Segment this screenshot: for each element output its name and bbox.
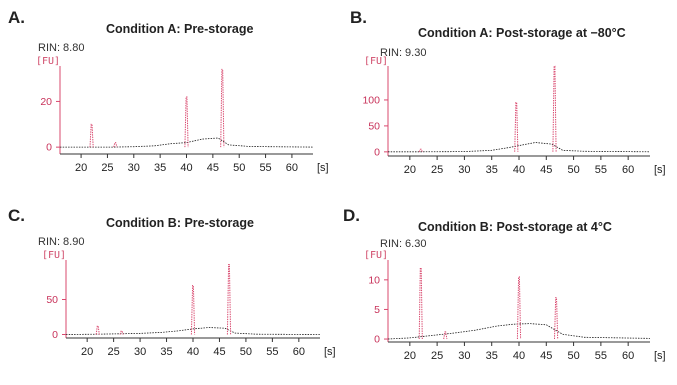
x-tick-label: 25 [108,346,120,358]
panel-letter: A. [8,8,25,27]
x-tick-label: 35 [486,350,498,362]
x-tick-label: 50 [567,164,579,176]
y-axis-label: [FU] [364,56,388,67]
x-tick-label: 30 [134,346,146,358]
electropherogram-b: [FU] 0 50 100 20 25 30 35 40 45 50 55 60 [s] [362,56,666,176]
panel-c: C. Condition B: Pre-storage RIN: 8.90 [F… [8,200,336,385]
x-tick-label: 60 [622,350,634,362]
y-tick-label: 0 [46,142,52,154]
x-axis-unit: [s] [324,346,336,358]
x-tick-label: 60 [622,164,634,176]
electropherogram-c: [FU] 0 50 20 25 30 35 40 45 50 55 60 [s] [42,250,336,358]
rin-value: RIN: 9.30 [380,47,427,59]
x-tick-label: 25 [431,350,443,362]
y-tick-label: 50 [368,120,380,132]
y-axis-label: [FU] [42,250,66,261]
peak [554,297,559,340]
rin-value: RIN: 8.90 [38,236,85,248]
rin-value: RIN: 8.80 [38,42,85,54]
x-tick-label: 35 [154,162,166,174]
panel-letter: B. [350,8,367,27]
x-tick-label: 55 [595,350,607,362]
x-tick-label: 50 [233,162,245,174]
peak [89,123,94,148]
x-axis-unit: [s] [654,164,666,176]
panel-title: Condition B: Pre-storage [106,216,254,230]
y-tick-label: 100 [362,94,380,106]
x-tick-label: 50 [567,350,579,362]
x-tick-label: 20 [81,346,93,358]
y-tick-label: 0 [374,146,380,158]
peak [552,65,557,152]
y-tick-label: 0 [52,329,58,341]
x-tick-label: 25 [431,164,443,176]
x-tick-label: 20 [404,164,416,176]
x-tick-label: 55 [259,162,271,174]
panel-letter: D. [343,206,360,225]
panel-title: Condition A: Pre-storage [106,22,254,36]
x-tick-label: 45 [540,164,552,176]
panel-title: Condition A: Post-storage at −80°C [418,26,626,40]
x-tick-label: 35 [486,164,498,176]
peak [443,331,448,340]
peak [184,96,189,148]
y-tick-label: 50 [46,294,58,306]
peak [418,148,423,153]
x-tick-label: 20 [75,162,87,174]
peak [418,267,423,340]
y-axis-label: [FU] [364,250,388,261]
panel-letter: C. [8,206,25,225]
peak [220,68,225,148]
x-tick-label: 55 [266,346,278,358]
baseline-trace [387,323,651,340]
x-tick-label: 35 [160,346,172,358]
y-tick-label: 20 [40,96,52,108]
x-tick-label: 60 [293,346,305,358]
y-tick-label: 0 [374,334,380,346]
x-tick-label: 55 [595,164,607,176]
x-tick-label: 45 [540,350,552,362]
panel-a: A. Condition A: Pre-storage RIN: 8.80 [F… [8,8,329,193]
peak [95,325,100,335]
x-tick-label: 30 [458,350,470,362]
panel-title: Condition B: Post-storage at 4°C [418,220,612,234]
y-tick-label: 10 [368,274,380,286]
x-tick-label: 50 [240,346,252,358]
x-axis-unit: [s] [317,162,329,174]
x-tick-label: 60 [286,162,298,174]
x-tick-label: 40 [180,162,192,174]
panel-d: D. Condition B: Post-storage at 4°C RIN:… [343,200,670,385]
y-axis-label: [FU] [36,56,60,67]
x-tick-label: 40 [513,164,525,176]
electropherogram-a: [FU] 0 20 20 25 30 35 40 45 50 55 60 [s] [36,56,329,174]
peak [226,264,232,335]
x-tick-label: 25 [101,162,113,174]
rin-value: RIN: 6.30 [380,238,427,250]
baseline-trace [65,327,321,335]
y-tick-label: 5 [374,304,380,316]
x-tick-label: 30 [458,164,470,176]
x-axis-unit: [s] [654,350,666,362]
peak [119,330,124,335]
peak [514,102,519,152]
baseline-trace [388,142,651,153]
peak [516,276,522,340]
panel-b: B. Condition A: Post-storage at −80°C RI… [350,8,670,193]
x-tick-label: 40 [513,350,525,362]
x-tick-label: 30 [128,162,140,174]
baseline-trace [60,137,314,148]
x-tick-label: 40 [187,346,199,358]
x-tick-label: 45 [213,346,225,358]
electropherogram-d: [FU] 0 5 10 20 25 30 35 40 45 50 55 60 [s] [364,250,666,362]
peak [113,142,118,148]
peak [190,285,196,335]
x-tick-label: 20 [404,350,416,362]
x-tick-label: 45 [207,162,219,174]
